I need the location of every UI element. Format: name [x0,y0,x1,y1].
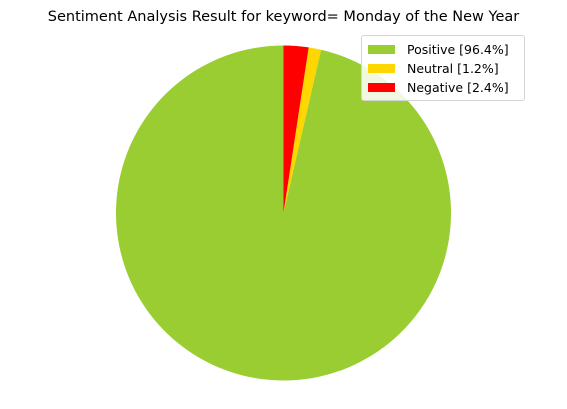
legend-label-negative: Negative [2.4%] [407,80,509,95]
chart-legend: Positive [96.4%] Neutral [1.2%] Negative… [361,35,525,101]
legend-label-neutral: Neutral [1.2%] [407,61,499,76]
pie-slice-negative [283,45,309,213]
legend-item-neutral: Neutral [1.2%] [368,59,524,78]
legend-label-positive: Positive [96.4%] [407,42,509,57]
legend-item-negative: Negative [2.4%] [368,78,524,97]
legend-swatch-positive [368,45,395,54]
pie-slice-positive [115,45,451,381]
chart-title: Sentiment Analysis Result for keyword= M… [47,9,520,25]
legend-swatch-negative [368,83,395,92]
pie-slice-neutral [283,47,322,213]
legend-item-positive: Positive [96.4%] [368,40,524,59]
legend-swatch-neutral [368,64,395,73]
